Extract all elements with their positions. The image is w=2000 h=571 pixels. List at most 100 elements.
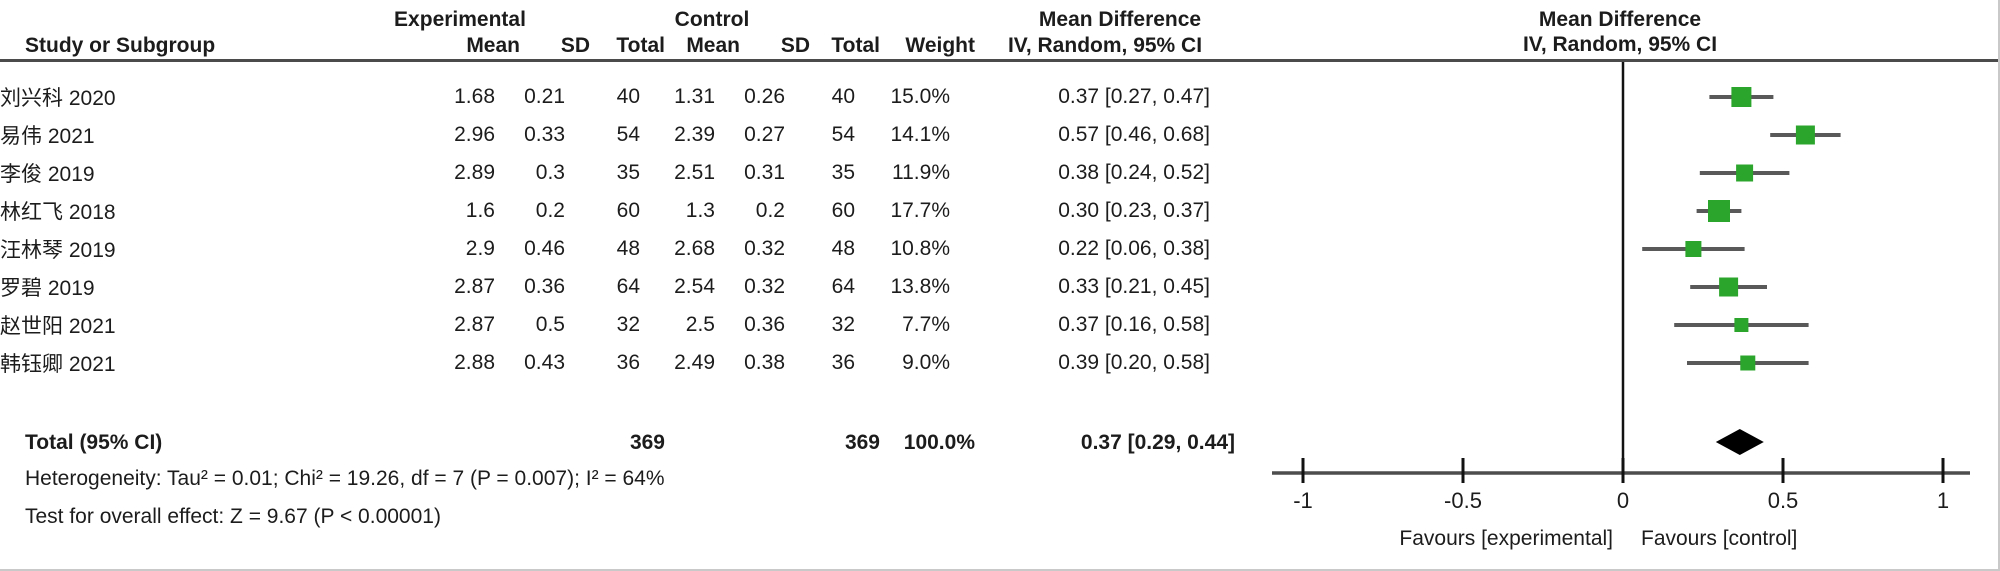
exp-mean-cell: 2.9: [465, 237, 495, 260]
ci-text-cell: 0.37 [0.27, 0.47]: [1058, 85, 1210, 108]
header-exp-mean: Mean: [466, 34, 520, 57]
ctl-total-cell: 54: [831, 123, 855, 146]
table-row: 易伟 2021 2.96 0.33 54 2.39 0.27 54 14.1% …: [0, 116, 1210, 154]
ctl-total-cell: 64: [831, 275, 855, 298]
ctl-sd-cell: 0.2: [755, 199, 785, 222]
header-exp-total: Total: [616, 34, 665, 57]
ctl-total-cell: 48: [831, 237, 855, 260]
ctl-mean-cell: 2.51: [674, 161, 715, 184]
exp-total-cell: 48: [616, 237, 640, 260]
exp-sd-cell: 0.3: [535, 161, 565, 184]
total-weight-cell: 100.0%: [903, 431, 975, 454]
ctl-mean-cell: 1.31: [674, 85, 715, 108]
column-group-mean-difference: Mean Difference: [1038, 8, 1202, 31]
ctl-mean-cell: 2.54: [674, 275, 715, 298]
weight-cell: 15.0%: [890, 85, 950, 108]
ctl-sd-cell: 0.26: [744, 85, 785, 108]
weight-cell: 7.7%: [902, 313, 950, 336]
study-name-cell: 易伟 2021: [0, 125, 95, 148]
ci-text-cell: 0.30 [0.23, 0.37]: [1058, 199, 1210, 222]
total-label-cell: Total (95% CI): [25, 431, 163, 454]
weight-cell: 14.1%: [890, 123, 950, 146]
ctl-total-cell: 60: [831, 199, 855, 222]
header-divider-line: [0, 59, 1998, 62]
ci-text-cell: 0.38 [0.24, 0.52]: [1058, 161, 1210, 184]
total-row: Total (95% CI) 369 369 100.0% 0.37 [0.29…: [25, 424, 1235, 462]
table-header-row: Study or Subgroup Mean SD Total Mean SD …: [25, 33, 1235, 59]
effect-square: [1708, 200, 1730, 222]
ctl-mean-cell: 2.5: [685, 313, 715, 336]
exp-total-cell: 54: [616, 123, 640, 146]
exp-sd-cell: 0.5: [535, 313, 565, 336]
effect-square: [1731, 87, 1752, 107]
x-axis-tick-label: -1: [1293, 488, 1313, 513]
ctl-mean-cell: 2.49: [674, 351, 715, 374]
exp-sd-cell: 0.21: [524, 85, 565, 108]
exp-sd-cell: 0.43: [524, 351, 565, 374]
exp-sd-cell: 0.2: [535, 199, 565, 222]
column-group-experimental: Experimental: [394, 8, 526, 31]
weight-cell: 17.7%: [890, 199, 950, 222]
x-axis-tick-label: 1: [1937, 488, 1949, 513]
forest-plot-canvas: -1 -0.5 0 0.5 1 Favours [experimental] Favours…: [1272, 62, 1970, 550]
study-name-cell: 林红飞 2018: [0, 201, 116, 224]
table-row: 赵世阳 2021 2.87 0.5 32 2.5 0.36 32 7.7% 0.…: [0, 306, 1210, 344]
ctl-mean-cell: 2.39: [674, 123, 715, 146]
header-study-or-subgroup: Study or Subgroup: [25, 34, 216, 57]
x-axis-tick-label: -0.5: [1444, 488, 1482, 513]
exp-mean-cell: 1.68: [454, 85, 495, 108]
overall-effect-text: Test for overall effect: Z = 9.67 (P < 0…: [25, 505, 441, 528]
effect-square: [1719, 277, 1739, 297]
study-name-cell: 李俊 2019: [0, 163, 95, 186]
table-row: 汪林琴 2019 2.9 0.46 48 2.68 0.32 48 10.8% …: [0, 230, 1210, 268]
header-ctl-mean: Mean: [686, 34, 740, 57]
ci-text-cell: 0.57 [0.46, 0.68]: [1058, 123, 1210, 146]
total-ctl-total-cell: 369: [844, 431, 880, 454]
header-exp-sd: SD: [560, 34, 590, 57]
exp-total-cell: 64: [616, 275, 640, 298]
ctl-sd-cell: 0.32: [744, 237, 785, 260]
table-row: 刘兴科 2020 1.68 0.21 40 1.31 0.26 40 15.0%…: [0, 78, 1210, 116]
effect-square: [1740, 355, 1756, 371]
effect-square: [1734, 318, 1749, 332]
ctl-total-cell: 40: [831, 85, 855, 108]
plot-title-mean-difference: Mean Difference: [1538, 8, 1702, 31]
effect-square: [1736, 164, 1754, 182]
summary-diamond: [1715, 429, 1764, 455]
ctl-total-cell: 32: [831, 313, 855, 336]
study-name-cell: 韩钰卿 2021: [0, 353, 116, 376]
total-ci-text-cell: 0.37 [0.29, 0.44]: [1080, 431, 1235, 454]
ctl-sd-cell: 0.27: [744, 123, 785, 146]
total-exp-total-cell: 369: [629, 431, 665, 454]
exp-total-cell: 60: [616, 199, 640, 222]
ctl-total-cell: 35: [831, 161, 855, 184]
weight-cell: 10.8%: [890, 237, 950, 260]
ctl-sd-cell: 0.38: [744, 351, 785, 374]
header-ctl-total: Total: [831, 34, 880, 57]
exp-total-cell: 40: [616, 85, 640, 108]
table-row: 罗碧 2019 2.87 0.36 64 2.54 0.32 64 13.8% …: [0, 268, 1210, 306]
weight-cell: 9.0%: [902, 351, 950, 374]
exp-mean-cell: 2.96: [454, 123, 495, 146]
exp-mean-cell: 2.88: [454, 351, 495, 374]
ci-text-cell: 0.37 [0.16, 0.58]: [1058, 313, 1210, 336]
ci-text-cell: 0.39 [0.20, 0.58]: [1058, 351, 1210, 374]
table-row: 李俊 2019 2.89 0.3 35 2.51 0.31 35 11.9% 0…: [0, 154, 1210, 192]
exp-total-cell: 32: [616, 313, 640, 336]
table-row: 林红飞 2018 1.6 0.2 60 1.3 0.2 60 17.7% 0.3…: [0, 192, 1210, 230]
exp-sd-cell: 0.36: [524, 275, 565, 298]
study-name-cell: 罗碧 2019: [0, 277, 95, 300]
column-group-control: Control: [674, 8, 750, 31]
ci-text-cell: 0.33 [0.21, 0.45]: [1058, 275, 1210, 298]
exp-mean-cell: 1.6: [465, 199, 495, 222]
exp-total-cell: 36: [616, 351, 640, 374]
heterogeneity-text: Heterogeneity: Tau² = 0.01; Chi² = 19.26…: [25, 467, 665, 490]
ci-text-cell: 0.22 [0.06, 0.38]: [1058, 237, 1210, 260]
ctl-sd-cell: 0.31: [744, 161, 785, 184]
ctl-mean-cell: 1.3: [685, 199, 715, 222]
header-ctl-sd: SD: [780, 34, 810, 57]
study-name-cell: 刘兴科 2020: [0, 87, 116, 110]
effect-square: [1685, 241, 1702, 257]
table-row: 韩钰卿 2021 2.88 0.43 36 2.49 0.38 36 9.0% …: [0, 344, 1210, 382]
